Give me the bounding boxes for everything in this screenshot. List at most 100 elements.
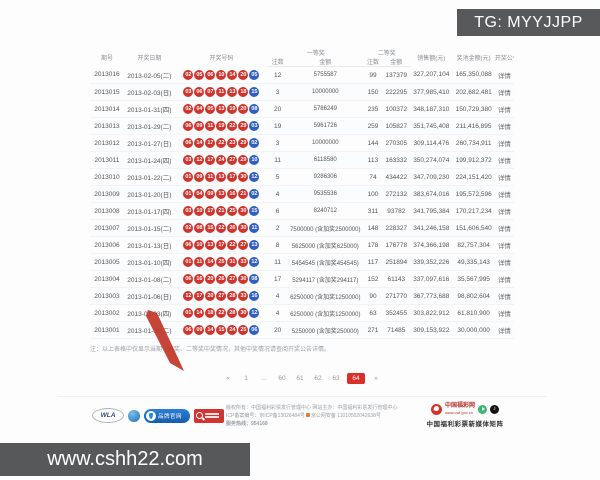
detail-link[interactable]: 详情: [497, 72, 511, 80]
red-ball: 03: [183, 87, 194, 97]
cell-second-amount: 163332: [382, 151, 411, 169]
detail-link[interactable]: 详情: [497, 141, 511, 148]
cell-date: 2013-02-05(二): [123, 66, 175, 84]
cell-pool: 82,757,304: [452, 236, 495, 254]
red-ball: 06: [183, 240, 194, 250]
results-panel: 期号 开奖日期 开奖号码 一等奖 二等奖 销售额(元) 奖池金额(元) 开奖公告…: [90, 48, 514, 388]
cell-first-amount: 7500000 (含加奖2500000): [287, 219, 364, 237]
detail-link[interactable]: 详情: [497, 192, 511, 199]
cell-issue: 2013007: [90, 219, 124, 237]
cell-issue: 2013005: [90, 253, 124, 271]
blue-ball: 15: [249, 87, 260, 97]
page-item[interactable]: 63: [332, 375, 340, 383]
red-ball: 33: [238, 257, 249, 267]
red-ball: 14: [227, 69, 238, 80]
cell-first-count: 17: [268, 270, 288, 288]
cell-date: 2013-01-24(四): [123, 151, 175, 169]
page-item[interactable]: 61: [296, 375, 304, 383]
footer: WLA 品牌官网 版权所有：中国福利彩票发行管理中心 网站主办：中国福利彩票发行…: [92, 403, 516, 428]
wla-logo: WLA: [92, 408, 124, 423]
detail-link[interactable]: 详情: [497, 277, 511, 284]
page-item[interactable]: 1: [244, 375, 248, 383]
red-ball: 28: [227, 291, 238, 301]
red-ball: 17: [216, 240, 227, 250]
cell-first-count: 20: [268, 321, 288, 339]
footer-divider: [58, 396, 546, 397]
col-first-count: 注数: [268, 57, 288, 67]
page-item[interactable]: 62: [314, 375, 322, 383]
cell-detail: 详情: [494, 321, 514, 339]
footer-cert-logos: WLA 品牌官网: [92, 408, 224, 423]
wechat-channels-icon[interactable]: [478, 404, 487, 414]
page-item-active[interactable]: 64: [347, 373, 365, 385]
red-ball: 06: [183, 138, 194, 148]
cell-numbers: 03 10 17 21 25 30 15: [174, 202, 269, 220]
col-issue: 期号: [100, 55, 113, 62]
table-row: 2013004 2013-01-08(二) 06 16 20 26 27 30 08 17 5294…: [90, 270, 514, 288]
red-ball: 30: [238, 172, 249, 182]
detail-link[interactable]: 详情: [497, 260, 511, 267]
cell-pool: 61,810,900: [452, 304, 495, 322]
cell-first-count: 6: [268, 202, 288, 220]
detail-link[interactable]: 详情: [497, 226, 511, 233]
cell-detail: 详情: [494, 66, 514, 84]
cell-second-amount: 272132: [382, 185, 411, 203]
red-ball: 09: [194, 172, 205, 182]
detail-link[interactable]: 详情: [497, 90, 511, 97]
cell-date: 2013-01-17(四): [123, 202, 175, 220]
cell-second-count: 99: [363, 66, 383, 84]
page-item[interactable]: …: [260, 375, 268, 383]
cell-pool: 98,802,604: [452, 287, 495, 305]
cell-sales: 337,097,616: [410, 270, 453, 288]
cell-second-count: 74: [363, 168, 383, 186]
detail-link[interactable]: 详情: [497, 158, 511, 165]
detail-link[interactable]: 详情: [497, 243, 511, 250]
magnifier-icon: [196, 412, 203, 419]
footer-copyright: 版权所有：中国福利彩票发行管理中心 网站主办：中国福利彩票发行管理中心 ICP备…: [226, 404, 412, 428]
cell-first-count: 11: [268, 253, 288, 271]
detail-link[interactable]: 详情: [497, 209, 511, 216]
detail-link[interactable]: 详情: [497, 328, 511, 335]
red-ball: 09: [194, 121, 205, 131]
red-ball: 29: [238, 121, 249, 131]
cert-badge-text-lines: [205, 413, 219, 418]
cell-sales: 383,674,016: [410, 185, 453, 203]
red-ball: 06: [183, 274, 194, 284]
cell-first-amount: 5250000 (含加奖250000): [287, 321, 364, 339]
detail-link[interactable]: 详情: [497, 311, 511, 318]
cell-detail: 详情: [494, 83, 514, 101]
cell-first-amount: 5625000 (含加奖625000): [287, 236, 364, 254]
red-ball: 27: [227, 155, 238, 165]
cell-detail: 详情: [494, 253, 514, 271]
detail-link[interactable]: 详情: [497, 175, 511, 182]
table-row: 2013010 2013-01-22(二) 01 09 11 13 17 30 12 5 92863…: [90, 168, 514, 186]
red-ball: 17: [205, 138, 216, 148]
cell-first-amount: 10000000: [287, 134, 364, 152]
cell-pool: 260,734,911: [452, 134, 495, 152]
cell-detail: 详情: [494, 236, 514, 254]
detail-link[interactable]: 详情: [497, 107, 511, 114]
red-ball: 22: [216, 223, 227, 233]
red-ball: 27: [227, 274, 238, 284]
red-ball: 22: [216, 308, 227, 318]
red-ball: 08: [194, 223, 205, 233]
cell-date: 2013-01-08(二): [123, 270, 175, 288]
red-ball: 16: [194, 274, 205, 284]
red-annotation-arrow: [146, 310, 184, 371]
pagination: « 1 … 60 61 62 63 64 »: [90, 370, 514, 388]
page-item[interactable]: »: [374, 375, 378, 383]
page-item[interactable]: «: [226, 375, 230, 383]
red-ball: 24: [216, 155, 227, 165]
police-badge-icon: [305, 413, 310, 418]
detail-link[interactable]: 详情: [497, 294, 511, 301]
cell-numbers: 01 11 14 25 31 33 12: [174, 253, 269, 271]
site-cert-badge[interactable]: [194, 408, 224, 423]
cell-sales: 327,207,104: [410, 66, 453, 84]
blue-ball: 15: [249, 206, 260, 216]
page-item[interactable]: 60: [278, 375, 286, 383]
tiktok-icon[interactable]: ♪: [490, 404, 499, 414]
brand-official-badge[interactable]: 品牌官网: [144, 408, 190, 423]
detail-link[interactable]: 详情: [497, 124, 511, 131]
cell-issue: 2013008: [90, 202, 124, 220]
footer-media-matrix: 中国福彩网 www.cwl.gov.cn ♪ 中国福利彩票新媒体矩阵: [414, 403, 516, 428]
